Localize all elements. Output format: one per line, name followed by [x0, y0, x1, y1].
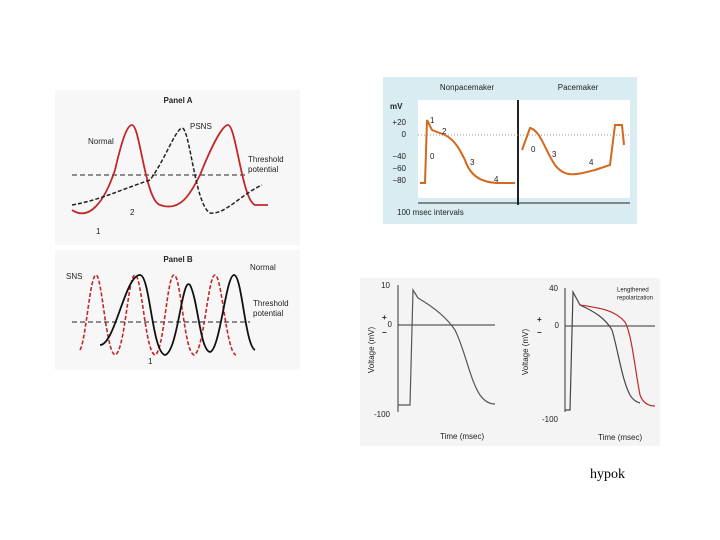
- annotation: repolarization: [617, 296, 653, 302]
- tick-label: -100: [542, 415, 559, 424]
- nonpacemaker-curve: [420, 119, 515, 184]
- sign: −: [537, 328, 542, 337]
- phase: 4: [494, 175, 499, 184]
- header: Nonpacemaker: [440, 83, 495, 92]
- panel-title: Panel B: [163, 255, 193, 264]
- label: Threshold: [248, 155, 284, 164]
- tick-label: +20: [392, 118, 406, 127]
- phase: 0: [531, 145, 536, 154]
- tick-label: −40: [392, 152, 406, 161]
- psns-curve: [71, 127, 263, 214]
- label: potential: [248, 165, 278, 174]
- panel-a: Panel A Normal PSNS Threshold potential …: [55, 90, 300, 245]
- y-label: Voltage (mV): [367, 327, 376, 374]
- footer: 100 msec intervals: [397, 208, 464, 217]
- lengthened-curve: [579, 304, 656, 407]
- tick-label: 10: [381, 281, 390, 290]
- plots-bg: [360, 278, 660, 446]
- annotation: Lengthened: [617, 288, 649, 294]
- tick-label: 0: [388, 320, 393, 329]
- panel-bg: [55, 250, 300, 370]
- sign: −: [382, 328, 387, 337]
- phase: 3: [552, 150, 557, 159]
- label: Threshold: [253, 299, 289, 308]
- label: potential: [253, 309, 283, 318]
- voltage-curve: [398, 287, 496, 406]
- phase: 4: [589, 158, 594, 167]
- tick-label: 0: [555, 321, 560, 330]
- header: Pacemaker: [558, 83, 599, 92]
- normal-curve: [99, 274, 256, 356]
- normal-curve: [71, 124, 268, 215]
- phase: 0: [430, 152, 435, 161]
- tick-label: -100: [374, 410, 391, 419]
- y-label: Voltage (mV): [521, 329, 530, 376]
- voltage-plots: 10 0 -100 + − Voltage (mV) Time (msec) 4…: [360, 278, 660, 446]
- label: Normal: [88, 137, 114, 146]
- tick-label: −60: [392, 164, 406, 173]
- action-potential: Nonpacemaker Pacemaker mV +20 0 −40 −60 …: [383, 77, 637, 224]
- sns-curve: [79, 274, 237, 356]
- label: 2: [130, 208, 135, 217]
- phase: 2: [442, 127, 447, 136]
- pacemaker-curve: [521, 124, 625, 176]
- label: PSNS: [190, 122, 212, 131]
- sign: +: [382, 313, 387, 322]
- x-label: Time (msec): [440, 432, 484, 441]
- voltage-curve: [565, 289, 641, 411]
- unit: mV: [390, 102, 403, 111]
- panel-b: Panel B SNS Normal Threshold potential 1: [55, 250, 300, 370]
- plot-bg: [418, 100, 630, 198]
- label: 1: [96, 227, 101, 236]
- caption: hypok: [590, 467, 625, 482]
- phase: 3: [470, 158, 475, 167]
- label: SNS: [66, 272, 82, 281]
- tick-label: −80: [392, 176, 406, 185]
- tick-label: 0: [402, 130, 407, 139]
- panel-title: Panel A: [163, 96, 192, 105]
- label: Normal: [250, 263, 276, 272]
- phase: 1: [430, 116, 435, 125]
- panel-bg: [55, 90, 300, 245]
- x-label: Time (msec): [598, 433, 642, 442]
- label: 1: [148, 357, 153, 366]
- sign: +: [537, 315, 542, 324]
- tick-label: 40: [549, 284, 558, 293]
